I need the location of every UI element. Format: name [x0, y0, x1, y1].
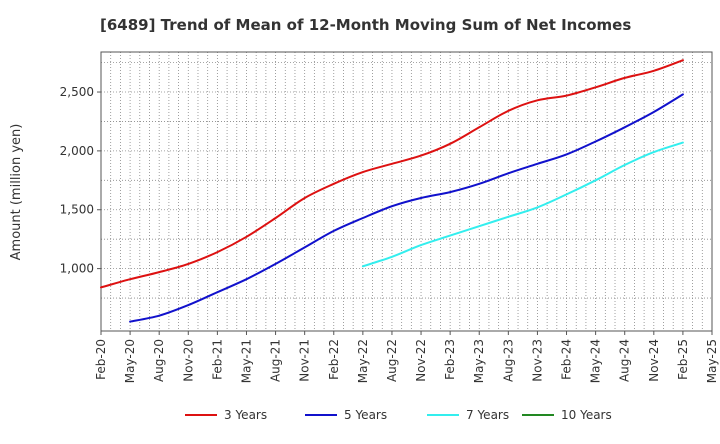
- x-tick-label: Nov-24: [647, 339, 661, 382]
- x-tick-label: Nov-20: [181, 339, 195, 382]
- y-tick-label: 1,000: [60, 262, 94, 276]
- legend: 3 Years 5 Years 7 Years 10 Years: [185, 408, 612, 422]
- x-tick-label: Feb-22: [327, 339, 341, 380]
- x-tick-label: Feb-25: [676, 339, 690, 380]
- y-tick-label: 1,500: [60, 203, 94, 217]
- plot-frame: [100, 51, 713, 332]
- series-line-2: [129, 93, 684, 323]
- x-tick-label: Feb-21: [210, 339, 224, 380]
- y-tick-label: 2,000: [60, 144, 94, 158]
- x-tick-label: Nov-21: [298, 339, 312, 382]
- legend-label-3: 7 Years: [466, 408, 509, 422]
- x-tick-label: Aug-20: [152, 339, 166, 382]
- x-tick-label: Aug-24: [618, 339, 632, 382]
- chart-title: [6489] Trend of Mean of 12-Month Moving …: [100, 16, 631, 34]
- x-tick-label: Feb-24: [560, 339, 574, 380]
- x-tick-label: Nov-23: [530, 339, 544, 382]
- x-tick-label: May-24: [589, 339, 603, 383]
- x-tick-label: May-22: [356, 339, 370, 383]
- legend-label-4: 10 Years: [561, 408, 612, 422]
- x-tick-label: Aug-22: [385, 339, 399, 382]
- x-tick-label: Feb-20: [94, 339, 108, 380]
- legend-label-2: 5 Years: [344, 408, 387, 422]
- x-tick-label: May-21: [239, 339, 253, 383]
- legend-label-1: 3 Years: [224, 408, 267, 422]
- series-line-1: [100, 59, 684, 289]
- x-tick-label: Aug-23: [501, 339, 515, 382]
- x-tick-label: Feb-23: [443, 339, 457, 380]
- x-tick-label: Nov-22: [414, 339, 428, 382]
- plot-area: 1,000 1,500 2,000 2,500 Feb-20 May-20 Aug-20 No…: [60, 51, 719, 383]
- x-tick-label: May-20: [123, 339, 137, 383]
- y-tick-label: 2,500: [60, 85, 94, 99]
- x-tick-label: May-25: [705, 339, 719, 383]
- x-tick-label: Aug-21: [269, 339, 283, 382]
- series-line-3: [361, 141, 684, 268]
- y-axis-label: Amount (million yen): [9, 124, 24, 261]
- x-tick-label: May-23: [472, 339, 486, 383]
